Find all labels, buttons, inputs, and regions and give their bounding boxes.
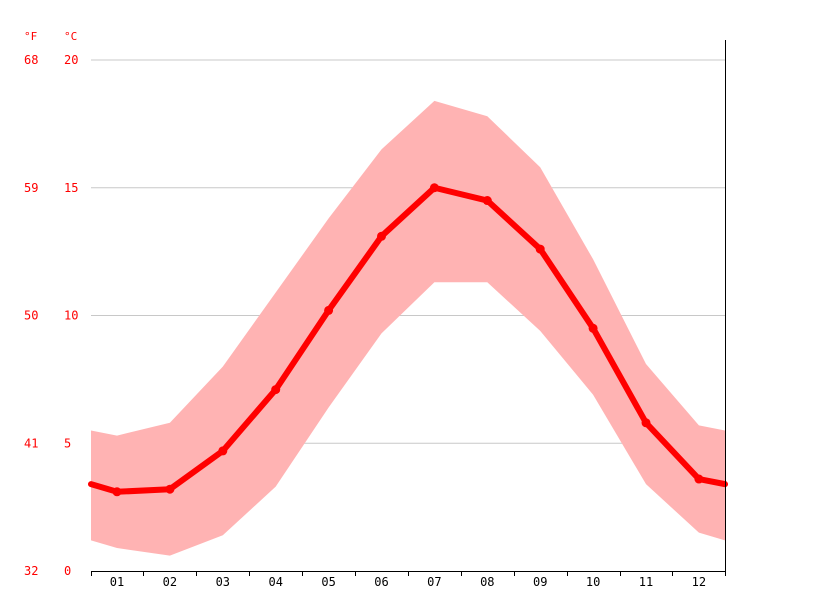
y-tick-label-f-59: 59 xyxy=(24,181,38,195)
x-tick-label-05: 05 xyxy=(321,575,335,589)
y-tick-label-f-50: 50 xyxy=(24,309,38,323)
unit-label-celsius: °C xyxy=(64,30,77,43)
x-tick-label-12: 12 xyxy=(692,575,706,589)
x-tick-label-09: 09 xyxy=(533,575,547,589)
data-point-12 xyxy=(694,474,704,484)
x-tick-label-04: 04 xyxy=(268,575,282,589)
y-tick-label-c-0: 0 xyxy=(64,564,71,578)
y-tick-label-f-32: 32 xyxy=(24,564,38,578)
y-tick-label-c-10: 10 xyxy=(64,309,78,323)
x-tick-label-11: 11 xyxy=(639,575,653,589)
data-point-02 xyxy=(165,484,175,494)
y-tick-label-c-20: 20 xyxy=(64,53,78,67)
temperature-line xyxy=(88,184,728,495)
temperature-range-band xyxy=(91,100,725,556)
x-tick-label-08: 08 xyxy=(480,575,494,589)
data-point-01 xyxy=(112,487,122,497)
y-tick-label-f-41: 41 xyxy=(24,436,38,450)
y-tick-label-c-15: 15 xyxy=(64,181,78,195)
y-tick-label-c-5: 5 xyxy=(64,436,71,450)
x-tick-label-06: 06 xyxy=(374,575,388,589)
x-tick-label-03: 03 xyxy=(216,575,230,589)
x-tick-label-02: 02 xyxy=(163,575,177,589)
x-tick-label-01: 01 xyxy=(110,575,124,589)
tick-labels: 01 02 03 04 05 06 07 08 09 10 11 12 0 32 5 41 10 50 15 59 20… xyxy=(24,53,706,589)
data-point-11 xyxy=(641,418,651,428)
data-point-07 xyxy=(429,183,439,193)
data-points xyxy=(112,183,704,497)
data-point-08 xyxy=(482,196,492,206)
data-point-05 xyxy=(324,305,334,315)
axes xyxy=(91,40,726,576)
x-tick-label-07: 07 xyxy=(427,575,441,589)
x-tick-label-10: 10 xyxy=(586,575,600,589)
data-point-10 xyxy=(588,323,598,333)
data-point-04 xyxy=(271,385,281,395)
y-tick-label-f-68: 68 xyxy=(24,53,38,67)
data-point-09 xyxy=(535,244,545,254)
unit-label-fahrenheit: °F xyxy=(24,30,37,43)
data-point-03 xyxy=(218,446,228,456)
data-point-06 xyxy=(377,231,386,241)
